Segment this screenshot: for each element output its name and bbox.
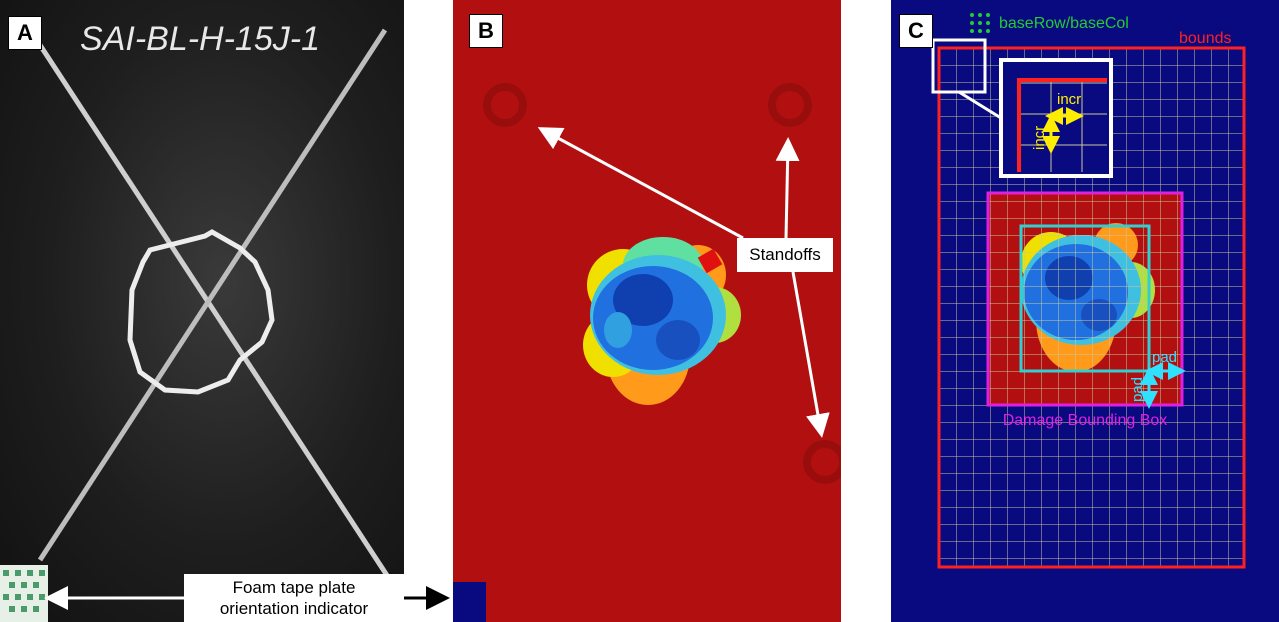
panel-b-heightmap: B (453, 0, 841, 622)
plate-marking: SAI-BL-H-15J-1 (80, 20, 320, 58)
incr-horizontal-label: incr (1057, 91, 1081, 108)
panel-b-label: B (469, 14, 503, 48)
foam-tape-indicator (0, 565, 48, 622)
bounds-rect (937, 46, 1246, 569)
damage-heatmap (583, 237, 741, 405)
base-legend-dots (970, 13, 990, 33)
plate-photo-graphic: SAI-BL-H-15J-1 (0, 20, 393, 622)
pad-vertical-label: pad (1129, 377, 1146, 402)
bounds-label: bounds (1179, 30, 1232, 47)
zoom-connector (958, 90, 1002, 120)
zoom-inset-bounds-corner (1017, 78, 1107, 172)
standoff-arrows (537, 127, 830, 438)
panel-c-diagram: bounds Damage Bounding Box baseRow/baseC… (891, 0, 1279, 622)
damage-outline (127, 229, 275, 395)
diagonal-line-1 (37, 43, 393, 582)
damage-bounding-box-label: Damage Bounding Box (1003, 412, 1168, 429)
incr-vertical-label: incr (1031, 126, 1048, 150)
heightmap-graphic (453, 83, 841, 622)
foam-tape-callout-line-2: orientation indicator (219, 599, 369, 618)
grid-diagram-graphic: bounds Damage Bounding Box baseRow/baseC… (931, 13, 1246, 569)
panel-c-label: C (899, 14, 933, 48)
inner-damage-box (1019, 224, 1151, 373)
standoffs-callout: Standoffs (737, 238, 833, 272)
standoff-marker-3 (803, 440, 841, 484)
foam-tape-callout-line-1: Foam tape plate (232, 578, 356, 597)
panel-a-label: A (8, 16, 42, 50)
panel-a-photo: SAI-BL-H-15J-1 A (0, 0, 404, 622)
foam-tape-region (453, 582, 486, 622)
foam-tape-callout: Foam tape plate orientation indicator (184, 574, 404, 622)
pad-horizontal-label: pad (1152, 349, 1177, 366)
damage-bounding-box (986, 191, 1184, 407)
standoff-marker-2 (768, 83, 812, 127)
standoff-marker-1 (483, 83, 527, 127)
base-legend-label: baseRow/baseCol (999, 15, 1129, 32)
diagonal-line-2 (37, 28, 388, 562)
